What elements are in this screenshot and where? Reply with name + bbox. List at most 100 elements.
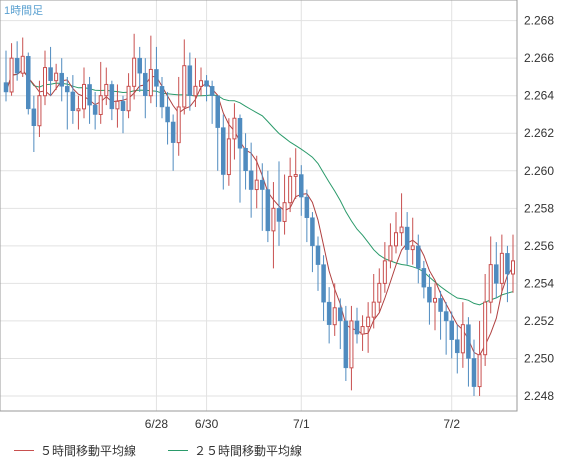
candle-body-60 bbox=[338, 307, 343, 322]
candle-body-21 bbox=[120, 101, 126, 111]
candle-body-18 bbox=[104, 83, 109, 97]
candle-body-11 bbox=[65, 86, 70, 93]
y-tick-label-8: 2.264 bbox=[524, 89, 554, 103]
candle-body-83 bbox=[466, 324, 471, 359]
candle-body-6 bbox=[37, 95, 42, 127]
candle-body-4 bbox=[26, 56, 31, 110]
candle-body-78 bbox=[438, 298, 443, 312]
candle-body-82 bbox=[460, 324, 465, 354]
y-tick-label-0: 2.248 bbox=[524, 389, 554, 403]
candles-group bbox=[3, 33, 516, 396]
candle-body-71 bbox=[399, 226, 404, 234]
candle-body-36 bbox=[204, 80, 209, 87]
candle-body-59 bbox=[332, 307, 337, 326]
candle-body-85 bbox=[477, 354, 482, 388]
candle-body-39 bbox=[221, 127, 226, 175]
candle-body-38 bbox=[215, 95, 220, 128]
candle-body-61 bbox=[343, 320, 349, 369]
candle-body-65 bbox=[366, 316, 371, 328]
candle-body-14 bbox=[81, 83, 87, 110]
candle-body-73 bbox=[410, 245, 415, 251]
candle-body-25 bbox=[143, 72, 148, 96]
candle-body-69 bbox=[388, 245, 393, 262]
candle-body-55 bbox=[310, 217, 315, 247]
candle-body-1 bbox=[9, 57, 14, 93]
candle-body-68 bbox=[382, 260, 387, 284]
y-tick-label-4: 2.256 bbox=[524, 239, 554, 253]
chart-title: 1時間足 bbox=[4, 4, 43, 17]
candle-body-44 bbox=[248, 170, 254, 190]
y-tick-label-2: 2.252 bbox=[524, 314, 554, 328]
candle-body-41 bbox=[232, 117, 237, 140]
y-tick-label-9: 2.266 bbox=[524, 51, 554, 65]
candle-body-67 bbox=[377, 282, 382, 303]
candle-body-54 bbox=[304, 196, 310, 218]
candle-body-35 bbox=[198, 80, 204, 87]
candle-body-58 bbox=[326, 301, 332, 325]
y-tick-label-3: 2.254 bbox=[524, 276, 554, 290]
candle-body-23 bbox=[132, 57, 137, 87]
candle-body-29 bbox=[165, 106, 170, 123]
candle-body-87 bbox=[488, 264, 493, 303]
plot-frame bbox=[0, 0, 518, 412]
candle-body-19 bbox=[109, 84, 115, 110]
legend-item-ma5: ５時間移動平均線 bbox=[14, 442, 136, 459]
candle-body-8 bbox=[48, 67, 53, 81]
candle-body-49 bbox=[276, 208, 282, 222]
x-tick-labels: 6/28 6/30 7/1 7/2 bbox=[145, 417, 461, 431]
candle-body-2 bbox=[14, 57, 20, 74]
candle-body-89 bbox=[499, 252, 504, 284]
x-tick-label-3: 7/2 bbox=[443, 417, 460, 431]
candle-body-43 bbox=[243, 148, 248, 172]
candle-body-27 bbox=[154, 69, 159, 87]
candle-body-77 bbox=[432, 297, 438, 303]
candle-body-46 bbox=[260, 179, 265, 190]
candle-body-12 bbox=[70, 91, 76, 111]
candle-body-20 bbox=[115, 100, 120, 110]
candle-body-16 bbox=[92, 104, 98, 115]
candle-body-72 bbox=[404, 226, 410, 250]
candle-body-90 bbox=[505, 253, 510, 275]
legend-label-ma25: ２５時間移動平均線 bbox=[194, 444, 303, 458]
candle-body-5 bbox=[31, 108, 37, 126]
candle-body-31 bbox=[176, 106, 181, 144]
candle-body-15 bbox=[87, 84, 92, 106]
candle-body-48 bbox=[271, 207, 276, 232]
candle-body-10 bbox=[59, 72, 64, 87]
candle-body-91 bbox=[510, 260, 516, 275]
candle-body-64 bbox=[360, 326, 365, 335]
candle-body-86 bbox=[483, 301, 488, 356]
candle-body-47 bbox=[265, 189, 271, 232]
legend-item-ma25: ２５時間移動平均線 bbox=[168, 442, 302, 459]
candle-body-88 bbox=[494, 264, 499, 284]
candle-body-22 bbox=[126, 85, 131, 112]
candle-body-63 bbox=[354, 320, 360, 335]
candle-body-70 bbox=[393, 232, 399, 247]
candle-body-28 bbox=[159, 86, 165, 108]
candle-body-45 bbox=[254, 179, 259, 191]
candle-body-40 bbox=[226, 138, 231, 176]
x-tick-label-2: 7/1 bbox=[293, 417, 310, 431]
candle-body-75 bbox=[421, 268, 427, 288]
candle-body-74 bbox=[416, 245, 421, 269]
legend-label-ma5: ５時間移動平均線 bbox=[40, 444, 137, 458]
candle-body-57 bbox=[321, 264, 326, 303]
candle-body-26 bbox=[148, 68, 153, 97]
y-tick-label-6: 2.260 bbox=[524, 164, 554, 178]
y-tick-label-1: 2.250 bbox=[524, 351, 554, 365]
candle-body-30 bbox=[170, 121, 176, 143]
candle-body-33 bbox=[187, 65, 193, 96]
candle-body-42 bbox=[237, 117, 243, 149]
y-tick-label-10: 2.268 bbox=[524, 14, 554, 28]
candle-body-37 bbox=[209, 86, 215, 96]
x-tick-label-0: 6/28 bbox=[145, 417, 169, 431]
candle-body-3 bbox=[20, 55, 25, 74]
candle-body-51 bbox=[288, 175, 293, 204]
grid-lines bbox=[0, 0, 517, 411]
legend: ５時間移動平均線 ２５時間移動平均線 bbox=[0, 436, 574, 462]
candle-body-50 bbox=[282, 202, 287, 222]
candle-body-66 bbox=[371, 301, 376, 318]
candle-body-62 bbox=[349, 320, 354, 369]
legend-swatch-ma25 bbox=[168, 450, 188, 451]
candle-body-52 bbox=[293, 174, 298, 177]
